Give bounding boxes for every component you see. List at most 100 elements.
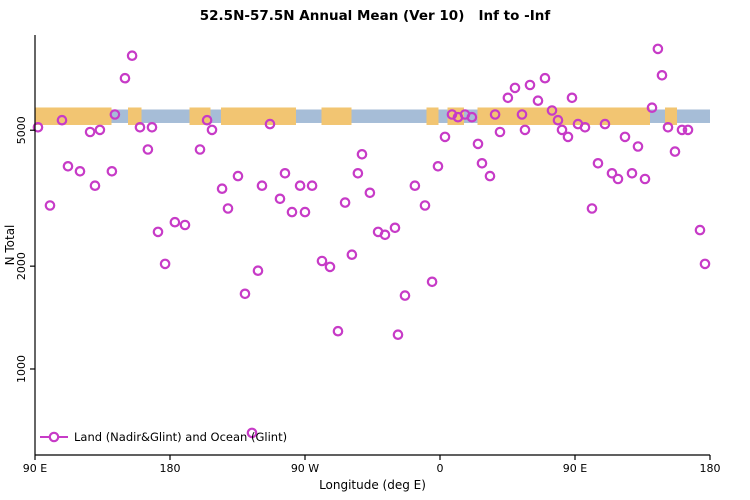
y-tick-label: 2000 (15, 252, 28, 280)
data-point (476, 158, 488, 169)
data-point (239, 288, 251, 300)
data-point (699, 258, 711, 270)
data-point (466, 111, 478, 123)
data-point (44, 200, 56, 211)
data-point (206, 124, 218, 136)
data-point (32, 122, 44, 133)
x-tick-label: 90 E (563, 462, 587, 475)
data-point (399, 290, 411, 301)
data-point (592, 158, 604, 169)
data-point (126, 50, 138, 61)
data-point (409, 180, 421, 191)
land-segment (189, 107, 211, 125)
data-point (552, 114, 564, 126)
data-point (294, 180, 306, 191)
data-point (676, 124, 688, 136)
data-point (264, 118, 276, 130)
chart-title: 52.5N-57.5N Annual Mean (Ver 10) Inf to … (199, 8, 551, 24)
x-tick-label: 0 (437, 462, 444, 475)
data-point (579, 122, 591, 133)
land-segment (477, 107, 650, 125)
data-point (626, 168, 638, 179)
data-point (74, 166, 86, 177)
data-point (84, 126, 96, 138)
data-point (619, 131, 631, 143)
data-point (89, 180, 101, 191)
x-axis-label: Longitude (deg E) (319, 478, 426, 492)
data-point (562, 131, 574, 143)
data-point (489, 109, 501, 120)
data-point (352, 168, 364, 179)
data-point (119, 72, 131, 84)
land-segment (35, 107, 112, 125)
data-point (152, 226, 164, 238)
data-point (439, 131, 451, 143)
data-point (109, 109, 121, 120)
data-point (612, 173, 624, 185)
data-point (566, 92, 578, 104)
data-point (316, 255, 328, 267)
data-point (232, 170, 244, 182)
data-point (694, 224, 706, 236)
data-point (299, 206, 311, 218)
legend-marker-icon (48, 431, 60, 443)
data-point (599, 118, 611, 130)
data-point (656, 70, 668, 81)
data-point (246, 427, 258, 439)
data-point (346, 249, 358, 260)
data-point (662, 122, 674, 133)
data-point (502, 92, 514, 104)
data-point (286, 206, 298, 218)
data-point (216, 183, 228, 194)
y-tick-label: 5000 (15, 116, 28, 144)
data-point (509, 82, 521, 94)
data-point (494, 126, 506, 138)
data-point (639, 173, 651, 185)
data-point (252, 265, 264, 276)
data-point (682, 124, 694, 136)
data-point (606, 168, 618, 179)
data-point (546, 105, 558, 116)
data-point (142, 144, 154, 155)
x-tick-label: 180 (160, 462, 181, 475)
data-point (516, 109, 528, 120)
data-point (62, 161, 74, 172)
x-tick-label: 90 E (23, 462, 47, 475)
data-point (106, 166, 118, 177)
data-point (364, 187, 376, 199)
data-point (472, 138, 484, 150)
data-point (339, 197, 351, 208)
data-point (556, 124, 568, 136)
data-point (279, 168, 291, 179)
data-point (669, 146, 681, 157)
data-point (56, 114, 68, 126)
data-point (222, 203, 234, 214)
x-tick-label: 180 (700, 462, 721, 475)
data-point (379, 229, 391, 241)
data-point (652, 43, 664, 55)
data-point (524, 79, 536, 91)
data-point (201, 114, 213, 126)
data-point (632, 141, 644, 152)
data-point (446, 109, 458, 120)
data-point (356, 149, 368, 160)
data-point (194, 144, 206, 155)
land-segment (321, 107, 352, 125)
data-point (389, 222, 401, 234)
data-point (419, 200, 431, 211)
land-segment (221, 107, 296, 125)
data-point (332, 325, 344, 337)
data-point (539, 72, 551, 84)
data-point (94, 124, 106, 136)
data-point (169, 216, 181, 228)
data-point (274, 193, 286, 205)
data-point (586, 203, 598, 214)
y-tick-label: 1000 (15, 355, 28, 383)
data-point (306, 180, 318, 191)
data-point (484, 170, 496, 182)
data-point (392, 329, 404, 340)
land-segment (128, 107, 142, 125)
data-point (324, 261, 336, 273)
